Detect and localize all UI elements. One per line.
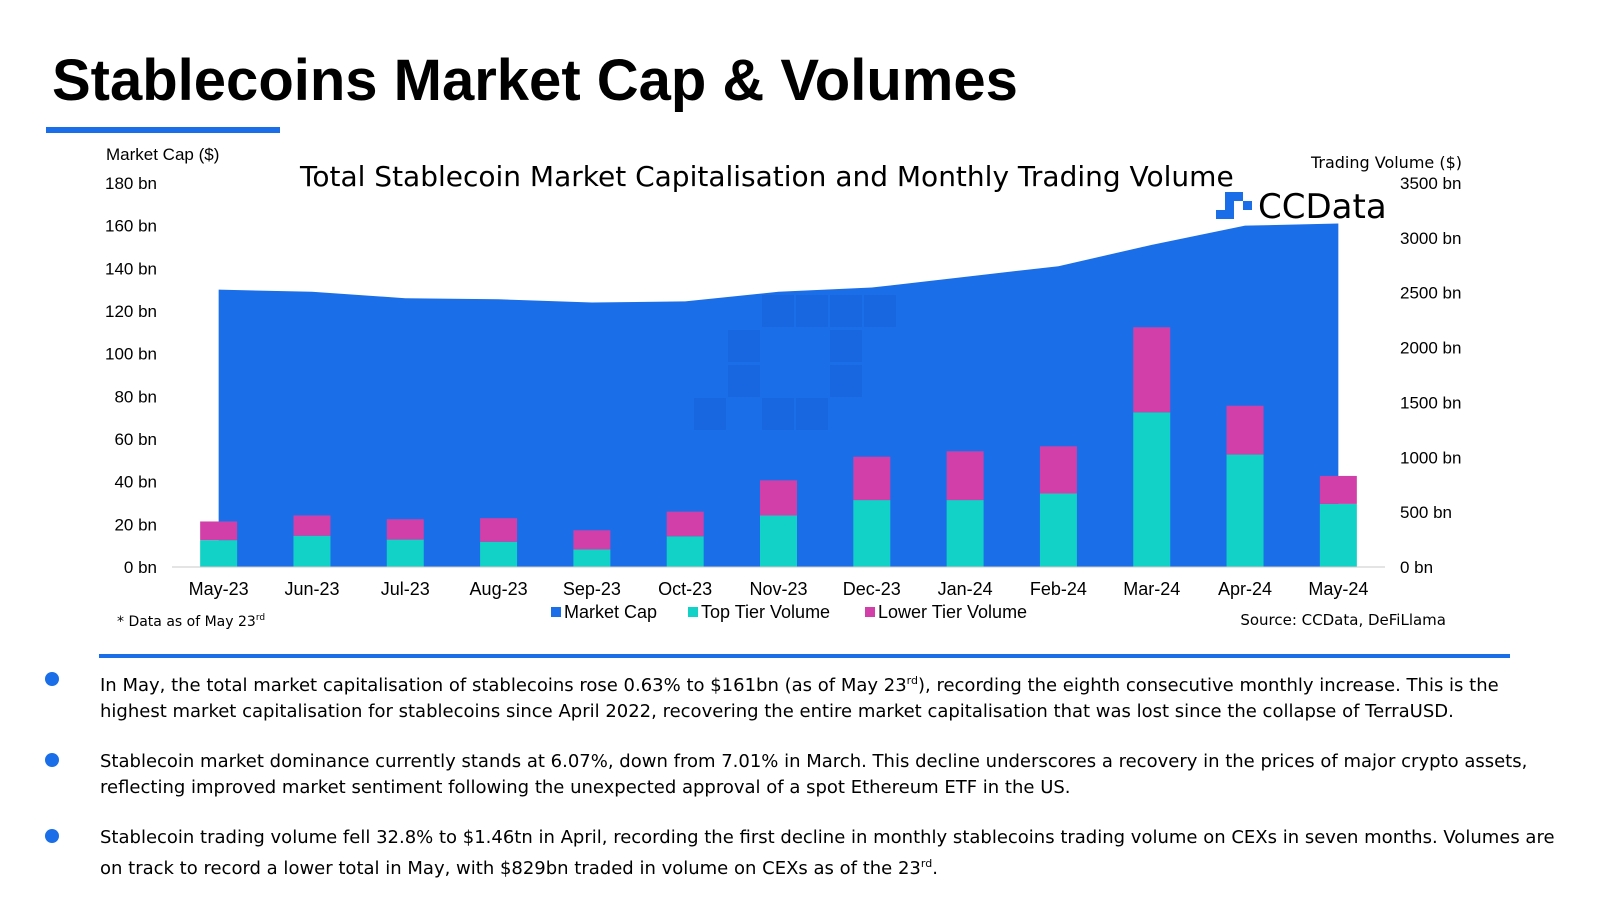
chart-footnote: * Data as of May 23rd xyxy=(117,613,265,630)
x-tick-label: Mar-24 xyxy=(1123,579,1180,599)
watermark-block xyxy=(762,295,794,327)
bar-lower-tier xyxy=(386,519,424,540)
y-left-tick-label: 40 bn xyxy=(114,473,157,492)
x-tick-label: Apr-24 xyxy=(1218,579,1272,599)
x-tick-label: Jan-24 xyxy=(938,579,993,599)
legend-label: Lower Tier Volume xyxy=(878,602,1027,622)
watermark-block xyxy=(728,330,760,362)
x-tick-label: Dec-23 xyxy=(843,579,901,599)
ccdata-watermark-icon xyxy=(694,295,896,430)
x-tick-label: Oct-23 xyxy=(658,579,712,599)
bar-lower-tier xyxy=(1226,405,1264,455)
x-tick-label: Jul-23 xyxy=(381,579,430,599)
bullet-dot-icon xyxy=(45,829,59,843)
x-tick-label: Nov-23 xyxy=(749,579,807,599)
bar-lower-tier xyxy=(480,518,518,542)
bar-top-tier xyxy=(1226,454,1264,567)
bullet-list: In May, the total market capitalisation … xyxy=(40,668,1600,906)
y-right-axis-label: Trading Volume ($) xyxy=(1310,153,1462,172)
page-title: Stablecoins Market Cap & Volumes xyxy=(52,48,1018,113)
x-tick-label: Aug-23 xyxy=(470,579,528,599)
y-right-tick-label: 0 bn xyxy=(1400,558,1433,577)
bar-top-tier xyxy=(1039,493,1077,567)
bar-lower-tier xyxy=(760,480,797,516)
bar-lower-tier xyxy=(946,451,984,501)
legend-swatch xyxy=(688,607,698,617)
x-tick-label: May-23 xyxy=(189,579,249,599)
watermark-block xyxy=(830,365,862,397)
x-tick-label: Jun-23 xyxy=(284,579,339,599)
bar-lower-tier xyxy=(200,521,238,541)
y-right-tick-label: 500 bn xyxy=(1400,503,1452,522)
chart-source: Source: CCData, DeFiLlama xyxy=(1240,611,1446,629)
x-tick-label: Feb-24 xyxy=(1030,579,1087,599)
watermark-block xyxy=(830,330,862,362)
y-left-tick-label: 60 bn xyxy=(114,430,157,449)
y-right-tick-label: 3500 bn xyxy=(1400,174,1461,193)
y-left-tick-label: 180 bn xyxy=(105,174,157,193)
bar-top-tier xyxy=(573,549,611,567)
x-tick-label: Sep-23 xyxy=(563,579,621,599)
bullet-item: In May, the total market capitalisation … xyxy=(40,668,1600,725)
y-right-tick-label: 1500 bn xyxy=(1400,393,1461,412)
y-left-tick-label: 140 bn xyxy=(105,259,157,278)
ccdata-brand-text: CCData xyxy=(1258,187,1387,227)
bullet-item: Stablecoin market dominance currently st… xyxy=(40,749,1600,801)
watermark-block xyxy=(694,398,726,430)
watermark-block xyxy=(728,365,760,397)
y-left-tick-label: 80 bn xyxy=(114,387,157,406)
bar-top-tier xyxy=(480,541,518,567)
bottom-divider xyxy=(99,654,1510,658)
bar-top-tier xyxy=(853,500,891,567)
bar-top-tier xyxy=(293,535,331,567)
watermark-block xyxy=(796,398,828,430)
legend-swatch xyxy=(865,607,875,617)
y-left-axis-label: Market Cap ($) xyxy=(106,145,219,164)
y-right-tick-label: 2500 bn xyxy=(1400,284,1461,303)
title-underline xyxy=(46,127,280,133)
bullet-dot-icon xyxy=(45,753,59,767)
legend-swatch xyxy=(551,607,561,617)
y-left-tick-label: 20 bn xyxy=(114,515,157,534)
bar-lower-tier xyxy=(573,530,611,550)
x-tick-label: May-24 xyxy=(1308,579,1368,599)
watermark-block xyxy=(830,295,862,327)
bar-top-tier xyxy=(666,536,704,567)
y-left-tick-label: 0 bn xyxy=(124,558,157,577)
bar-top-tier xyxy=(946,500,984,567)
y-left-tick-label: 120 bn xyxy=(105,302,157,321)
ccdata-logo-icon xyxy=(1216,192,1252,219)
y-left-tick-label: 160 bn xyxy=(105,217,157,236)
bullet-item: Stablecoin trading volume fell 32.8% to … xyxy=(40,825,1600,882)
watermark-block xyxy=(762,398,794,430)
bar-lower-tier xyxy=(853,456,891,501)
legend-label: Top Tier Volume xyxy=(701,602,830,622)
stablecoin-chart: 0 bn 20 bn 40 bn 60 bn 80 bn 100 bn 120 bn 140 … xyxy=(105,145,1462,630)
bar-lower-tier xyxy=(1039,446,1077,494)
bar-lower-tier xyxy=(666,511,704,537)
watermark-block xyxy=(796,295,828,327)
legend-label: Market Cap xyxy=(564,602,657,622)
y-right-tick-label: 1000 bn xyxy=(1400,448,1461,467)
bar-lower-tier xyxy=(1319,475,1357,504)
chart-title: Total Stablecoin Market Capitalisation a… xyxy=(299,160,1234,193)
bar-top-tier xyxy=(760,515,797,567)
y-right-tick-label: 3000 bn xyxy=(1400,229,1461,248)
y-right-tick-label: 2000 bn xyxy=(1400,339,1461,358)
bullet-dot-icon xyxy=(45,672,59,686)
bar-top-tier xyxy=(200,540,238,567)
bar-lower-tier xyxy=(293,515,331,536)
bar-top-tier xyxy=(386,539,424,567)
bar-top-tier xyxy=(1133,412,1171,567)
bar-lower-tier xyxy=(1133,327,1171,413)
y-left-tick-label: 100 bn xyxy=(105,345,157,364)
bar-top-tier xyxy=(1319,503,1357,567)
watermark-block xyxy=(864,295,896,327)
